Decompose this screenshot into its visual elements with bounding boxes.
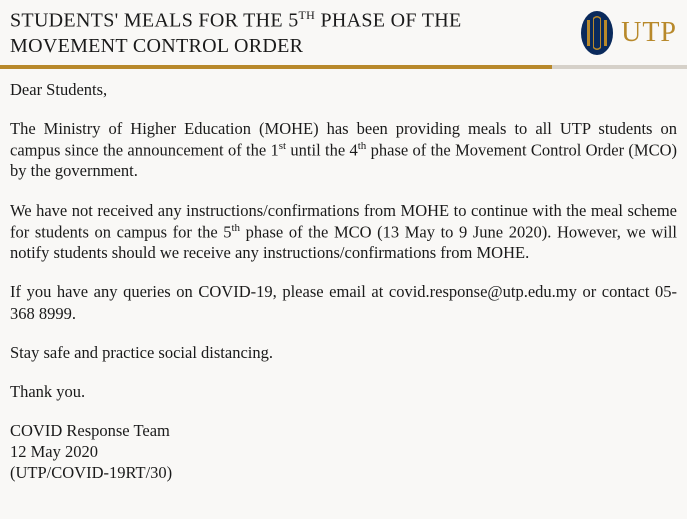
- logo-text: UTP: [621, 17, 677, 49]
- document-body: Dear Students, The Ministry of Higher Ed…: [0, 69, 687, 484]
- signature-ref: (UTP/COVID-19RT/30): [10, 462, 677, 483]
- utp-emblem-icon: [579, 10, 615, 56]
- document-title: STUDENTS' MEALS FOR THE 5TH PHASE OF THE…: [10, 8, 490, 59]
- document-header: STUDENTS' MEALS FOR THE 5TH PHASE OF THE…: [0, 0, 687, 69]
- signature-team: COVID Response Team: [10, 420, 677, 441]
- paragraph-3: If you have any queries on COVID-19, ple…: [10, 281, 677, 323]
- paragraph-4: Stay safe and practice social distancing…: [10, 342, 677, 363]
- paragraph-1: The Ministry of Higher Education (MOHE) …: [10, 118, 677, 182]
- title-pre: STUDENTS' MEALS FOR THE 5: [10, 10, 299, 32]
- paragraph-2: We have not received any instructions/co…: [10, 200, 677, 264]
- p2-sup: th: [232, 222, 241, 234]
- salutation: Dear Students,: [10, 79, 677, 100]
- signature-date: 12 May 2020: [10, 441, 677, 462]
- title-sup: TH: [299, 8, 316, 22]
- utp-logo: UTP: [579, 10, 677, 56]
- p1-b: until the 4: [286, 140, 358, 159]
- p1-sup1: st: [279, 140, 286, 152]
- paragraph-5: Thank you.: [10, 381, 677, 402]
